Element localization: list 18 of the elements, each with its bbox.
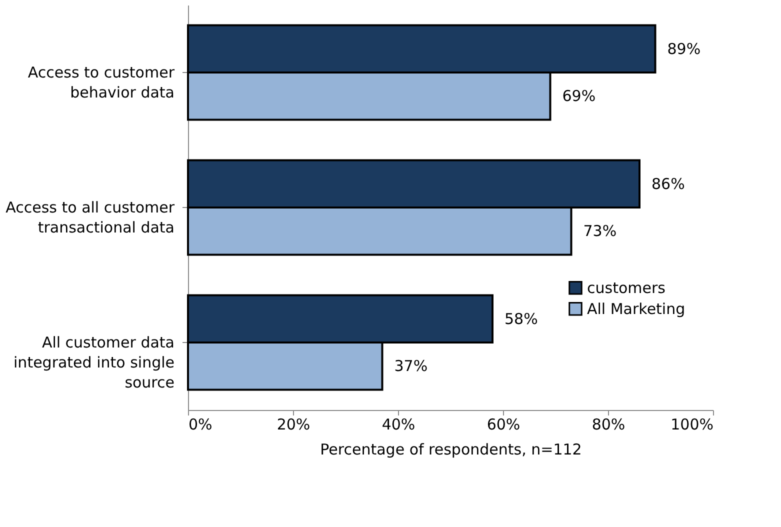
y-tick-label: Access to customer behavior data — [28, 64, 176, 102]
data-label: 89% — [667, 40, 701, 58]
x-tick-label: 40% — [382, 416, 416, 434]
x-axis-title: Percentage of respondents, n=112 — [320, 440, 582, 458]
x-tick-label: 100% — [670, 416, 714, 434]
x-tick-label: 20% — [276, 416, 310, 434]
x-tick-label: 60% — [486, 416, 520, 434]
y-tick-label: Access to all customer transactional data — [6, 198, 176, 236]
y-tick-label: All customer data integrated into single source — [14, 334, 174, 392]
data-label: 69% — [562, 87, 596, 106]
data-label: 86% — [652, 174, 685, 193]
x-tick-label: 80% — [592, 416, 626, 434]
data-label: 37% — [394, 357, 428, 376]
legend-label: All Marketing — [587, 300, 686, 318]
x-tick-label: 0% — [188, 416, 212, 434]
data-label: 73% — [583, 222, 617, 240]
data-label: 58% — [504, 310, 538, 328]
legend-label: customers — [587, 278, 666, 297]
